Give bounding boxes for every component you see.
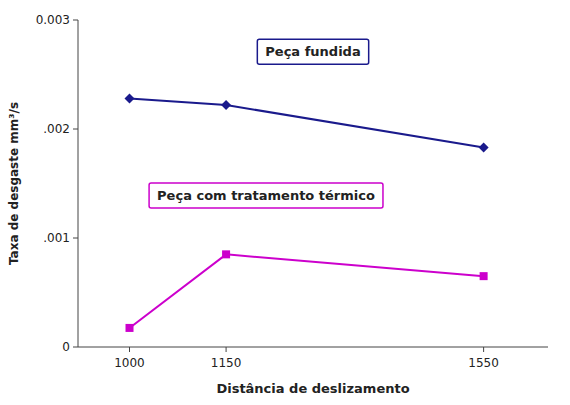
x-tick: [226, 347, 227, 352]
x-tick-label: 1550: [468, 356, 499, 370]
y-axis-label: Taxa de desgaste mm³/s: [7, 102, 21, 265]
y-tick: [73, 347, 78, 348]
x-axis-label: Distância de deslizamento: [216, 381, 409, 396]
x-axis-line: [78, 347, 548, 348]
y-tick-label: 0.003: [36, 13, 70, 27]
point-marker: [222, 250, 230, 258]
point-marker: [221, 100, 231, 110]
series-line: [130, 98, 484, 147]
y-tick-label: .002: [43, 122, 70, 136]
x-tick-label: 1000: [114, 356, 145, 370]
y-tick: [73, 20, 78, 21]
point-marker: [479, 143, 489, 153]
y-tick: [73, 238, 78, 239]
series-label: Peça com tratamento térmico: [149, 183, 383, 208]
series-label-text: Peça com tratamento térmico: [157, 188, 375, 203]
y-tick: [73, 129, 78, 130]
series-line: [130, 254, 484, 328]
series-label-text: Peça fundida: [265, 44, 360, 59]
series-label-box: [149, 183, 383, 208]
x-tick: [129, 347, 130, 352]
point-marker: [480, 272, 488, 280]
point-marker: [125, 93, 135, 103]
y-tick-label: 0: [62, 340, 70, 354]
y-tick-label: .001: [43, 231, 70, 245]
series-label-box: [257, 39, 368, 64]
point-marker: [126, 324, 134, 332]
y-axis-line: [78, 20, 79, 347]
x-tick: [483, 347, 484, 352]
plot-area: [125, 93, 489, 331]
x-tick-label: 1150: [211, 356, 242, 370]
series-label: Peça fundida: [257, 39, 368, 64]
chart: 0 .001 .002 0.003 1000 1150 1550 Distância de d…: [0, 0, 570, 405]
